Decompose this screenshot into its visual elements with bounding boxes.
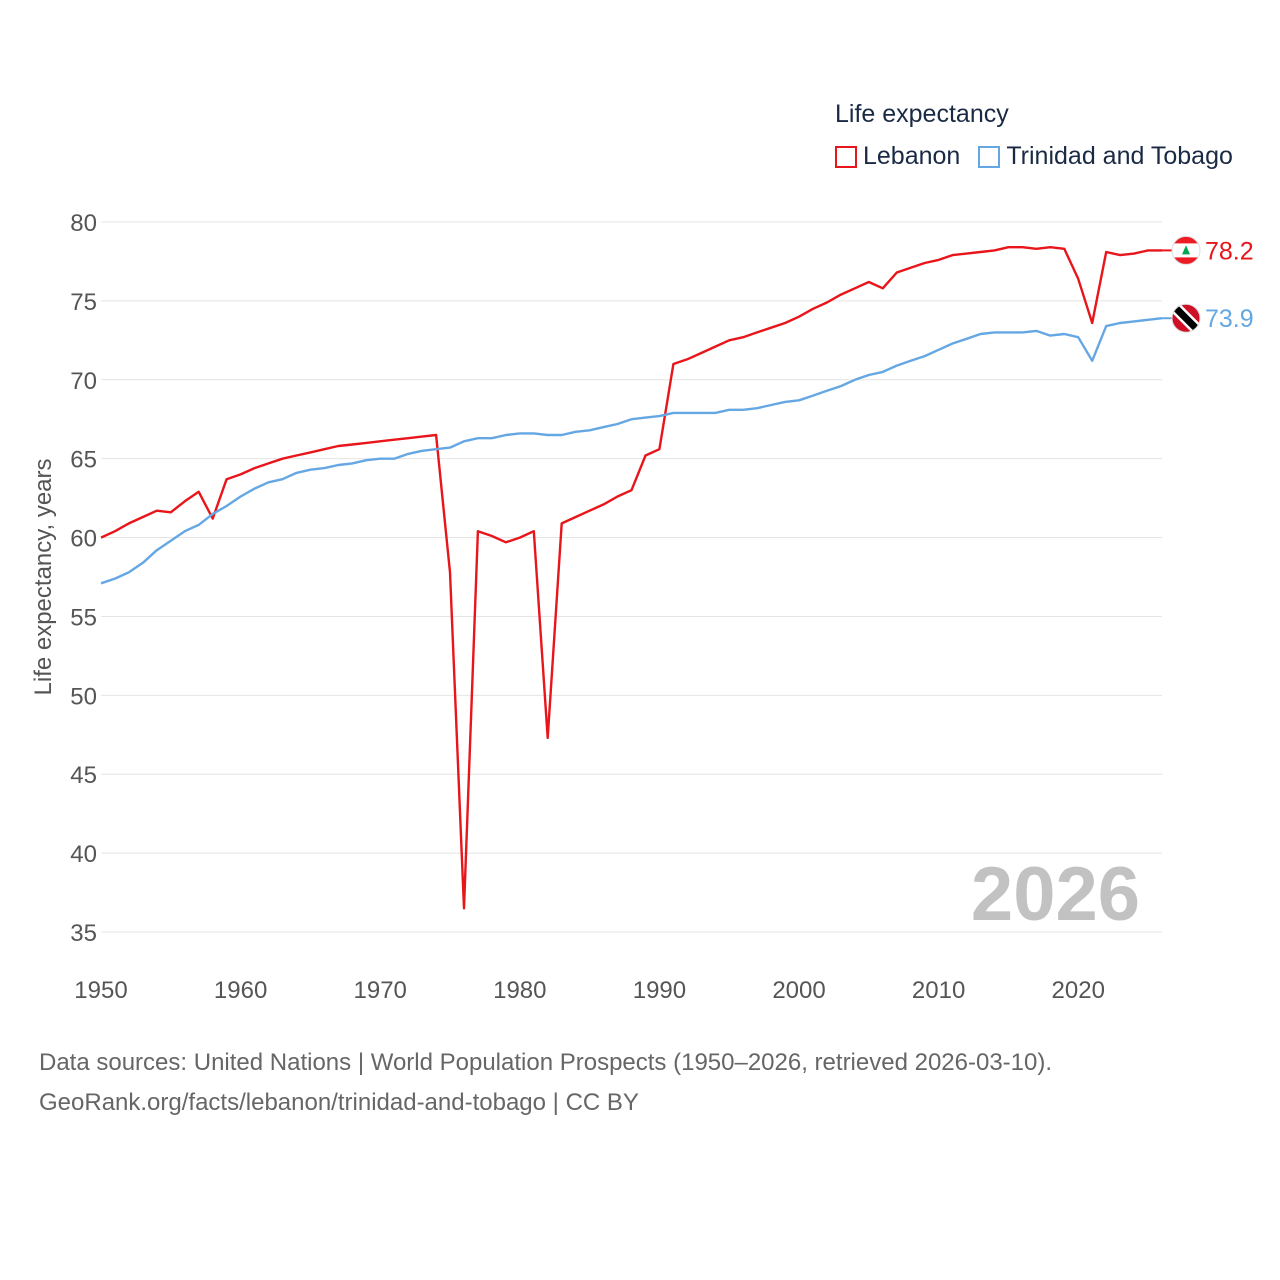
x-tick-label-1990: 1990 [633,977,686,1004]
legend-label-trinidad-and-tobago: Trinidad and Tobago [1006,142,1233,170]
data-sources-text: Data sources: United Nations | World Pop… [39,1049,1053,1076]
x-tick-label-2020: 2020 [1052,977,1105,1004]
y-tick-label-40: 40 [70,841,97,868]
legend-swatch-trinidad-and-tobago [978,145,1001,168]
trinidad-and-tobago-flag [1171,303,1201,333]
y-tick-label-65: 65 [70,447,97,474]
legend-swatch-lebanon [835,145,857,168]
series-line-trinidad-and-tobago [100,317,1163,585]
y-tick-label-35: 35 [70,920,97,947]
x-tick-label-1960: 1960 [214,977,267,1004]
year-watermark: 2026 [971,852,1140,937]
x-tick-label-1950: 1950 [74,977,127,1004]
y-tick-label-45: 45 [70,762,97,789]
source-url-text: GeoRank.org/facts/lebanon/trinidad-and-t… [39,1089,639,1116]
y-axis-label: Life expectancy, years [30,458,57,695]
legend: Lebanon Trinidad and Tobago [835,142,1251,171]
y-tick-label-55: 55 [70,604,97,631]
x-tick-label-1970: 1970 [354,977,407,1004]
x-tick-label-1980: 1980 [493,977,546,1004]
legend-label-lebanon: Lebanon [863,142,961,170]
end-value-label-lebanon: 78.2 [1205,237,1254,265]
legend-title: Life expectancy [835,100,1009,128]
y-tick-label-60: 60 [70,526,97,553]
series-line-lebanon [100,246,1162,910]
y-tick-label-70: 70 [70,368,97,395]
legend-entry-trinidad-and-tobago[interactable]: Trinidad and Tobago [978,142,1233,171]
y-tick-label-50: 50 [70,683,97,710]
x-tick-label-2000: 2000 [772,977,825,1004]
line-chart: 35 40 45 50 55 60 65 70 75 80 1950 1960 1970 1980 1990… [30,210,1254,1004]
y-tick-label-75: 75 [70,289,97,316]
x-tick-label-2010: 2010 [912,977,965,1004]
end-value-label-trinidad-and-tobago: 73.9 [1205,305,1254,333]
footer: Data sources: United Nations | World Pop… [39,1043,1052,1123]
lebanon-flag [1171,235,1201,265]
legend-entry-lebanon[interactable]: Lebanon [835,142,960,171]
y-tick-label-80: 80 [70,210,97,237]
